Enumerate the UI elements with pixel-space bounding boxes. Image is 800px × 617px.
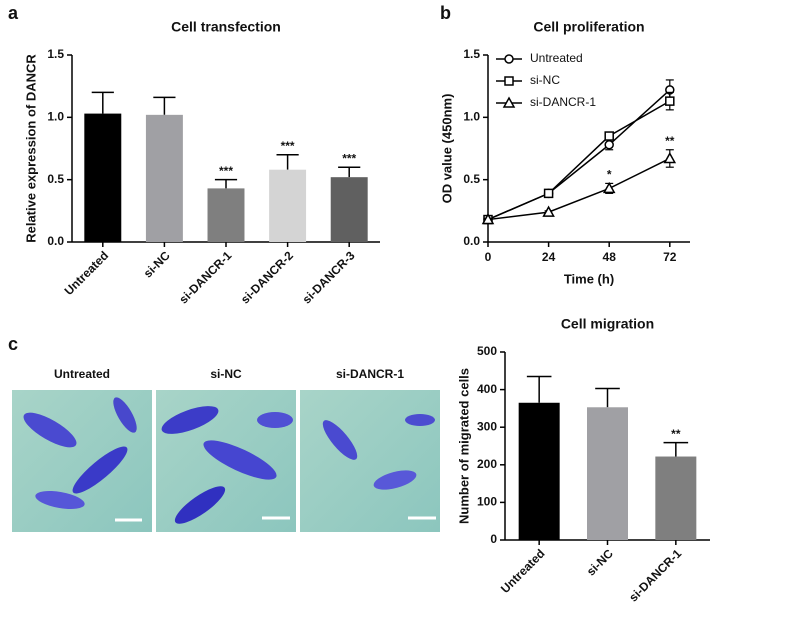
legend-item: Untreated [496,51,583,65]
bar [269,169,307,242]
cell [257,412,293,428]
micrograph-image [300,390,440,532]
legend-label: Untreated [530,51,583,65]
marker [543,188,554,199]
y-tick-label: 100 [477,495,497,509]
significance-label: ** [665,134,675,148]
cell [405,414,435,426]
y-tick-label: 0.5 [47,172,64,186]
legend-item: si-NC [496,73,560,87]
x-tick-label: Untreated [62,248,112,298]
image-label: si-DANCR-1 [336,367,404,381]
y-tick-label: 0.5 [463,172,480,186]
marker [504,76,514,86]
cell [72,446,128,494]
x-tick-label: 72 [663,250,677,264]
bar [207,188,245,242]
series-line [487,100,671,221]
y-axis-label: Number of migrated cells [456,368,471,524]
x-tick-label: si-NC [141,248,173,280]
significance-label: ** [671,427,681,441]
cell [161,406,219,434]
x-tick-label: si-DANCR-1 [626,546,684,604]
x-tick-label: 0 [485,250,492,264]
chart-title: Cell proliferation [533,19,644,35]
cell [373,470,417,490]
legend-label: si-DANCR-1 [530,95,596,109]
legend-label: si-NC [530,73,560,87]
legend-item: si-DANCR-1 [496,95,596,109]
micrograph [300,390,440,532]
marker [602,181,616,194]
marker [665,96,675,106]
marker [481,213,495,225]
bar [145,114,183,242]
y-tick-label: 1.0 [47,110,64,124]
cell [322,420,358,460]
bar [655,456,697,540]
chart-title: Cell transfection [171,19,281,35]
panel-letter: b [440,3,451,23]
y-tick-label: 1.0 [463,110,480,124]
marker [604,140,614,150]
significance-label: *** [342,151,356,165]
cell [23,412,77,448]
y-tick-label: 300 [477,419,497,433]
y-tick-label: 1.5 [47,47,64,61]
x-tick-label: si-DANCR-2 [238,248,296,306]
micrograph-image [12,390,152,532]
x-tick-label: 48 [603,250,617,264]
bar [84,113,122,243]
y-tick-label: 1.5 [463,47,480,61]
y-tick-label: 0 [490,532,497,546]
marker [542,205,555,217]
marker [504,54,514,64]
cell [174,486,226,524]
x-tick-label: 24 [542,250,556,264]
panel-letter: c [8,334,18,354]
image-label: si-NC [210,367,242,381]
y-tick-label: 0.0 [47,234,64,248]
x-tick-label: si-DANCR-1 [176,248,234,306]
cell [203,440,277,480]
y-tick-label: 400 [477,382,497,396]
y-tick-label: 500 [477,344,497,358]
bar [518,402,560,540]
y-axis-label: OD value (450nm) [439,94,454,204]
significance-label: *** [219,164,233,178]
y-tick-label: 0.0 [463,234,480,248]
image-label: Untreated [54,367,110,381]
significance-label: * [607,168,612,182]
x-axis-label: Time (h) [564,271,614,286]
x-tick-label: si-DANCR-3 [300,248,358,306]
cell [113,397,137,433]
marker [604,131,614,141]
x-tick-label: Untreated [498,546,548,596]
micrograph [156,390,296,532]
chart-title: Cell migration [561,316,654,332]
significance-label: *** [281,139,295,153]
x-tick-label: si-NC [584,546,616,578]
series-line [487,157,671,221]
panel-letter: a [8,3,19,23]
marker [502,96,516,108]
y-axis-label: Relative expression of DANCR [23,54,38,243]
bar [587,407,628,540]
marker [663,151,677,164]
cell [35,491,85,509]
bar [330,177,368,242]
micrograph [12,390,152,532]
y-tick-label: 200 [477,457,497,471]
